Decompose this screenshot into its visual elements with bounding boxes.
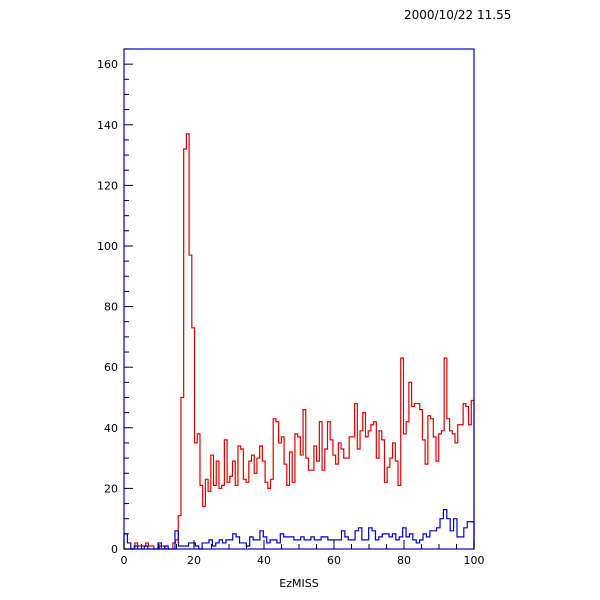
series-layer <box>123 133 475 550</box>
x-tick-label: 80 <box>397 554 411 567</box>
y-tick-label: 0 <box>111 543 118 556</box>
timestamp: 2000/10/22 11.55 <box>404 8 512 22</box>
x-tick-label: 100 <box>464 554 485 567</box>
plot-frame <box>123 48 475 550</box>
x-axis-title: EzMISS <box>279 577 318 590</box>
y-tick-label: 160 <box>97 58 118 71</box>
y-tick-label: 100 <box>97 240 118 253</box>
axis-layer: 0 20 40 60 80 100 120 140 160 0 20 40 60 80 100 <box>97 48 485 567</box>
x-tick-label: 20 <box>187 554 201 567</box>
x-tick-label: 60 <box>327 554 341 567</box>
x-tick-label: 40 <box>257 554 271 567</box>
x-tick-label: 0 <box>121 554 128 567</box>
y-tick-label: 20 <box>104 482 118 495</box>
y-tick-label: 120 <box>97 179 118 192</box>
histogram-series-1 <box>124 133 475 550</box>
y-tick-label: 60 <box>104 361 118 374</box>
y-tick-label: 40 <box>104 422 118 435</box>
y-tick-label: 140 <box>97 119 118 132</box>
y-tick-label: 80 <box>104 301 118 314</box>
histogram-series-2 <box>123 509 475 550</box>
